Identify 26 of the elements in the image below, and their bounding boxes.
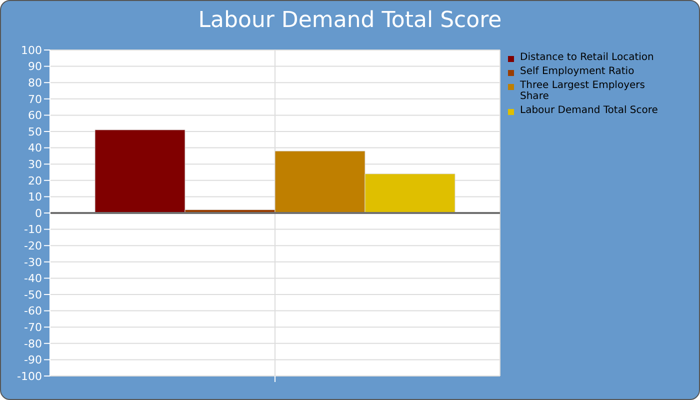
y-tick-label: 70 <box>28 92 42 106</box>
y-tick-label: 80 <box>28 76 42 90</box>
y-tick-label: 30 <box>28 158 42 172</box>
y-tick-label: 40 <box>28 142 42 155</box>
y-tick-label: -50 <box>24 288 42 302</box>
y-tick-label: 10 <box>28 190 42 204</box>
y-tick-label: -20 <box>24 240 42 253</box>
y-tick-label: 100 <box>21 44 42 57</box>
y-tick-label: -30 <box>24 256 42 269</box>
legend-label: Labour Demand Total Score <box>520 105 659 116</box>
y-tick-label: -60 <box>24 304 42 318</box>
y-tick-label: 20 <box>28 174 42 188</box>
y-tick-label: -90 <box>24 354 42 367</box>
y-tick-label: 60 <box>28 109 42 122</box>
y-tick-label: -80 <box>24 337 42 350</box>
legend-label: Three Largest Employers Share <box>520 80 646 102</box>
y-tick-label: -40 <box>24 272 42 286</box>
y-tick-label: -70 <box>24 321 42 334</box>
y-tick-label: -100 <box>17 370 42 383</box>
y-tick-label: 0 <box>35 206 42 220</box>
y-tick-label: 90 <box>28 60 42 74</box>
y-tick-label: -10 <box>24 223 42 236</box>
chart-title: Labour Demand Total Score <box>197 8 503 33</box>
y-tick-label: 50 <box>28 125 42 138</box>
legend-label: Distance to Retail Location <box>520 52 655 63</box>
legend-label: Self Employment Ratio <box>520 66 636 77</box>
